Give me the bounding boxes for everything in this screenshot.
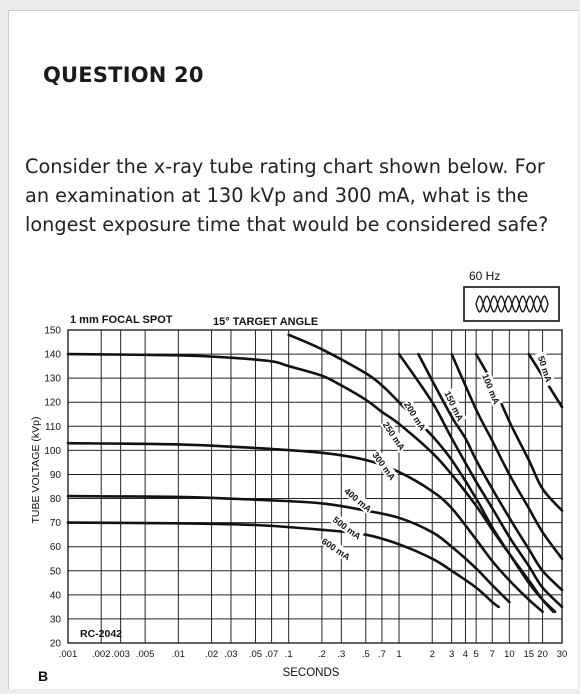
curve-label: 100 mA (480, 372, 501, 406)
x-tick-label: .3 (337, 649, 345, 660)
x-tick-label: 30 (557, 649, 568, 660)
x-tick-label: .002 (92, 649, 111, 660)
curve-label-group: 600 mA (319, 534, 354, 563)
x-tick-label: .05 (249, 649, 262, 660)
curve-300-ma (287, 333, 557, 613)
chart-code-label: RC-2042 (80, 628, 122, 640)
figure-label: B (38, 668, 48, 684)
y-tick-label: 80 (50, 494, 62, 505)
y-tick-label: 100 (44, 446, 61, 457)
y-tick-label: 130 (44, 374, 61, 385)
y-tick-label: 70 (50, 518, 62, 529)
curve-label-group: 500 mA (330, 513, 365, 543)
y-tick-label: 50 (50, 566, 62, 577)
question-text: Consider the x-ray tube rating chart sho… (25, 155, 549, 236)
x-tick-label: .01 (172, 649, 185, 660)
curve-label: 600 mA (320, 536, 353, 562)
y-tick-label: 120 (44, 398, 61, 409)
curve-400-ma (66, 441, 544, 613)
x-tick-label: 15 (523, 649, 534, 660)
curve-label-bg (479, 370, 503, 407)
chart-grid (67, 329, 563, 644)
x-tick-label: 5 (473, 649, 478, 660)
curve-500-ma (66, 494, 511, 604)
y-tick-label: 60 (50, 542, 62, 553)
curve-label-bg (369, 448, 399, 483)
curve-150-ma (450, 352, 564, 560)
x-tick-label: .5 (362, 649, 370, 660)
curve-label-group: 100 mA (479, 370, 503, 407)
chart-title-left: 1 mm FOCAL SPOT (70, 314, 173, 326)
curve-label-bg (401, 398, 430, 434)
curve-label: 300 mA (370, 450, 397, 482)
y-tick-label: 90 (50, 470, 62, 481)
x-tick-label: 3 (449, 649, 454, 660)
x-tick-label: .001 (59, 649, 78, 660)
x-tick-label: .1 (285, 649, 293, 660)
waveform-icon (463, 286, 560, 322)
x-tick-label: .003 (111, 649, 130, 660)
curve-200-ma (417, 352, 564, 592)
curve-label-bg (341, 484, 375, 515)
question-title: QUESTION 20 (43, 63, 204, 87)
x-tick-label: 20 (537, 649, 548, 660)
y-tick-label: 140 (44, 350, 61, 361)
x-tick-label: 2 (430, 649, 435, 660)
y-tick-label: 40 (50, 590, 62, 601)
curve-600-ma (66, 521, 500, 609)
curve-label-bg (330, 513, 365, 543)
x-tick-label: .03 (224, 649, 237, 660)
x-tick-label: .005 (136, 649, 155, 660)
x-tick-label: .02 (205, 649, 218, 660)
y-tick-label: 30 (50, 614, 62, 625)
x-tick-label: 7 (490, 649, 495, 660)
chart-title-right: 15° TARGET ANGLE (213, 316, 318, 328)
frequency-label: 60 Hz (469, 269, 500, 283)
x-tick-label: .2 (318, 649, 326, 660)
chart-labels: 1 mm FOCAL SPOT 15° TARGET ANGLE 60 Hz R… (30, 269, 567, 684)
y-tick-label: 20 (50, 639, 62, 650)
y-tick-label: 110 (45, 422, 61, 433)
waveform-line-b (475, 295, 549, 313)
x-tick-label: 10 (504, 649, 515, 660)
question-card: QUESTION 20 Consider the x-ray tube rati… (8, 10, 578, 689)
curve-250-ma (397, 352, 564, 609)
curve-label-bg (319, 534, 354, 563)
x-tick-label: 1 (396, 649, 401, 660)
curve-label: 250 mA (381, 420, 407, 453)
waveform-box (463, 286, 560, 322)
chart-curves (66, 333, 564, 613)
curve-label-bg (380, 418, 409, 453)
curve-label-group: 250 mA (380, 418, 409, 453)
curve-label: 500 mA (331, 515, 363, 542)
curve-label-bg (534, 350, 556, 387)
x-tick-label: .7 (378, 649, 386, 660)
x-tick-label: .07 (265, 649, 278, 660)
y-axis-label: TUBE VOLTAGE (kVp) (30, 417, 42, 524)
plot-frame (67, 329, 563, 644)
curve-label-group: 300 mA (369, 448, 399, 483)
x-tick-label: 4 (463, 649, 468, 660)
curve-label-bg (442, 388, 467, 424)
curve-unlabeled (66, 352, 555, 613)
y-tick-label: 150 (44, 326, 61, 337)
x-axis-label: SECONDS (283, 667, 340, 679)
